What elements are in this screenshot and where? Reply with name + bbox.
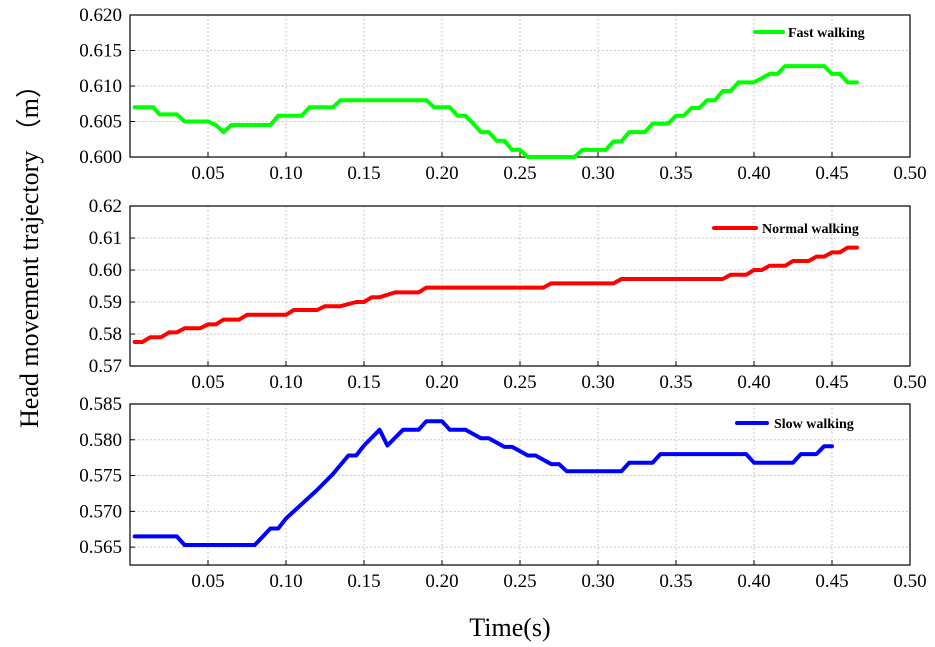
x-tick-label: 0.05 <box>191 372 224 393</box>
plot-frame <box>129 14 911 158</box>
x-tick-label: 0.50 <box>893 571 926 592</box>
x-tick-label: 0.50 <box>893 163 926 184</box>
series-line <box>132 245 859 344</box>
x-tick-label: 0.05 <box>191 163 224 184</box>
y-tick-label: 0.61 <box>89 228 122 249</box>
x-tick-label: 0.15 <box>347 372 380 393</box>
y-tick-label: 0.620 <box>79 5 122 26</box>
x-tick-label: 0.10 <box>269 163 302 184</box>
series-line <box>132 419 834 547</box>
x-tick-label: 0.25 <box>503 571 536 592</box>
x-tick-label: 0.25 <box>503 163 536 184</box>
x-tick-label: 0.20 <box>425 571 458 592</box>
x-tick-label: 0.35 <box>659 163 692 184</box>
y-tick-label: 0.610 <box>79 76 122 97</box>
y-tick-label: 0.62 <box>89 196 122 217</box>
chart-panel-3: 0.05 0.10 0.15 0.20 0.25 0.30 0.35 0.40 0.45 0.50… <box>79 394 926 592</box>
x-tick-label: 0.40 <box>737 571 770 592</box>
x-tick-label: 0.40 <box>737 163 770 184</box>
plot-frame <box>129 205 911 367</box>
legend-label: Fast walking <box>788 26 865 41</box>
y-tick-label: 0.59 <box>89 292 122 313</box>
x-tick-label: 0.30 <box>581 163 614 184</box>
y-tick-label: 0.585 <box>79 394 122 415</box>
y-axis-title: Head movement trajectory （m） <box>15 72 44 428</box>
x-axis-title: Time(s) <box>469 613 550 642</box>
x-tick-label: 0.45 <box>815 163 848 184</box>
y-tick-label: 0.600 <box>79 147 122 168</box>
x-tick-label: 0.35 <box>659 571 692 592</box>
x-tick-label: 0.45 <box>815 372 848 393</box>
x-tick-label: 0.20 <box>425 163 458 184</box>
x-tick-label: 0.30 <box>581 571 614 592</box>
chart-panel-2: 0.05 0.10 0.15 0.20 0.25 0.30 0.35 0.40 0.45 0.50… <box>89 196 927 393</box>
y-tick-label: 0.615 <box>79 41 122 62</box>
y-tick-label: 0.60 <box>89 260 122 281</box>
x-tick-label: 0.50 <box>893 372 926 393</box>
series-line <box>132 64 859 159</box>
y-tick-label: 0.605 <box>79 112 122 133</box>
x-tick-label: 0.35 <box>659 372 692 393</box>
legend-label: Slow walking <box>774 417 854 432</box>
x-tick-label: 0.10 <box>269 372 302 393</box>
x-tick-label: 0.40 <box>737 372 770 393</box>
y-tick-label: 0.575 <box>79 466 122 487</box>
plot-frame <box>129 403 911 566</box>
plot-area <box>130 15 910 157</box>
y-tick-label: 0.565 <box>79 537 122 558</box>
y-tick-label: 0.58 <box>89 324 122 345</box>
x-tick-label: 0.05 <box>191 571 224 592</box>
chart-panel-1: 0.05 0.10 0.15 0.20 0.25 0.30 0.35 0.40 0.45 0.50… <box>79 5 926 184</box>
y-tick-label: 0.580 <box>79 430 122 451</box>
y-tick-label: 0.570 <box>79 501 122 522</box>
x-tick-label: 0.45 <box>815 571 848 592</box>
x-tick-label: 0.15 <box>347 571 380 592</box>
x-tick-label: 0.30 <box>581 372 614 393</box>
legend-label: Normal walking <box>762 222 859 237</box>
x-tick-label: 0.20 <box>425 372 458 393</box>
y-tick-label: 0.57 <box>89 356 122 377</box>
x-tick-label: 0.10 <box>269 571 302 592</box>
x-tick-label: 0.15 <box>347 163 380 184</box>
x-tick-label: 0.25 <box>503 372 536 393</box>
